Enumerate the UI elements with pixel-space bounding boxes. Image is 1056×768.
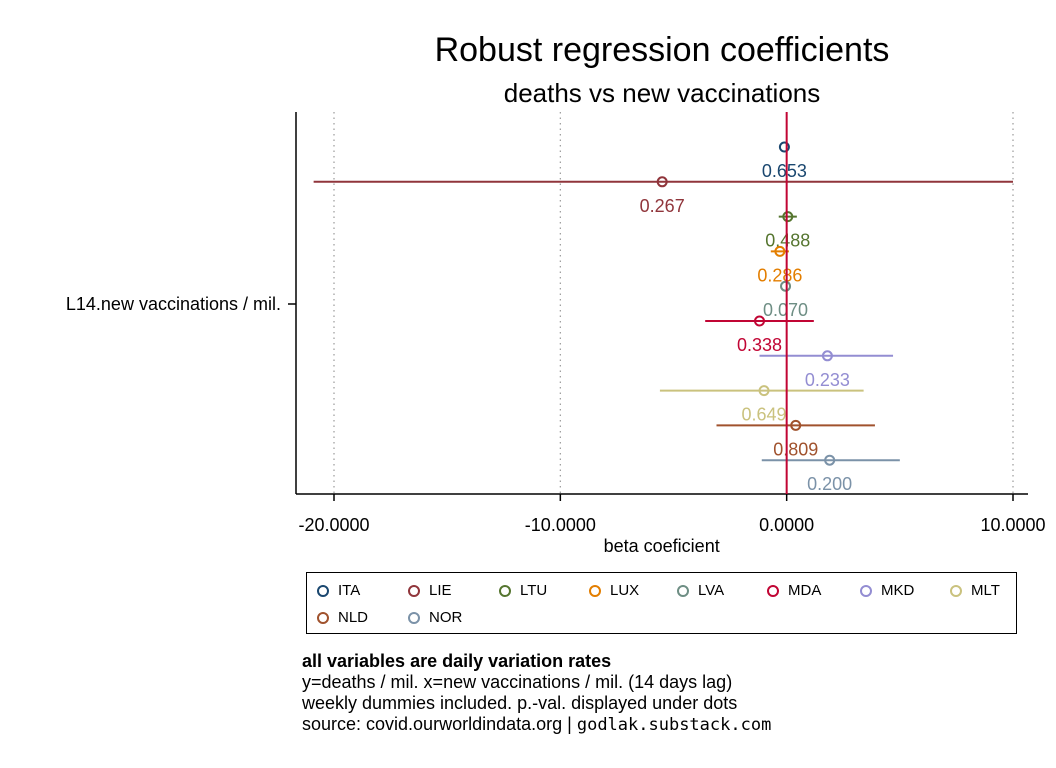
- pval-label-ita: 0.653: [762, 161, 807, 181]
- legend-marker: [317, 612, 329, 624]
- legend-item-lva: LVA: [677, 582, 724, 600]
- x-tick-label-1: -10.0000: [525, 515, 596, 535]
- legend-item-ita: ITA: [317, 582, 360, 600]
- legend-marker: [767, 585, 779, 597]
- point-mda: [754, 315, 766, 327]
- legend-marker: [408, 612, 420, 624]
- chart-title: Robust regression coefficients: [434, 31, 890, 69]
- legend-item-mkd: MKD: [860, 582, 914, 600]
- pval-label-mda: 0.338: [737, 335, 782, 355]
- point-ltu: [782, 211, 794, 223]
- pval-label-mkd: 0.233: [805, 370, 850, 390]
- point-nor: [824, 454, 836, 466]
- legend-marker: [408, 585, 420, 597]
- note-line-2: y=deaths / mil. x=new vaccinations / mil…: [302, 672, 733, 692]
- legend-label: LTU: [520, 582, 548, 599]
- pval-label-ltu: 0.488: [765, 231, 810, 251]
- legend-label: MLT: [971, 582, 1000, 599]
- legend-label: LUX: [610, 582, 640, 599]
- point-lux: [774, 245, 786, 257]
- pval-label-nor: 0.200: [807, 474, 852, 494]
- point-lie: [656, 176, 668, 188]
- y-tick-label: L14.new vaccinations / mil.: [66, 294, 281, 314]
- legend-label: LIE: [429, 582, 452, 599]
- legend-marker: [317, 585, 329, 597]
- legend-item-lux: LUX: [589, 582, 639, 600]
- pval-label-lux: 0.286: [757, 265, 802, 285]
- source-url: godlak.substack.com: [576, 715, 772, 735]
- legend-item-lie: LIE: [408, 582, 452, 600]
- legend-item-nor: NOR: [408, 609, 462, 627]
- pval-label-lie: 0.267: [640, 196, 685, 216]
- legend-marker: [860, 585, 872, 597]
- legend-item-ltu: LTU: [499, 582, 547, 600]
- note-line-3: weekly dummies included. p.-val. display…: [302, 693, 738, 713]
- x-tick-label-3: 10.0000: [980, 515, 1045, 535]
- x-tick-label-2: 0.0000: [759, 515, 814, 535]
- point-mkd: [821, 350, 833, 362]
- note-line-4: source: covid.ourworldindata.org | godla…: [302, 714, 771, 736]
- point-lva: [780, 280, 792, 292]
- x-axis-title: beta coeficient: [604, 536, 720, 556]
- legend-label: NOR: [429, 609, 463, 626]
- note-line-1: all variables are daily variation rates: [302, 651, 612, 671]
- pval-label-nld: 0.809: [773, 439, 818, 459]
- pval-label-lva: 0.070: [763, 300, 808, 320]
- x-tick-label-0: -20.0000: [298, 515, 369, 535]
- legend-label: LVA: [698, 582, 725, 599]
- legend-label: NLD: [338, 609, 369, 626]
- point-ita: [778, 141, 790, 153]
- legend-marker: [499, 585, 511, 597]
- legend-marker: [589, 585, 601, 597]
- point-nld: [790, 419, 802, 431]
- legend-label: MKD: [881, 582, 915, 599]
- chart-subtitle: deaths vs new vaccinations: [503, 78, 821, 108]
- legend-label: MDA: [788, 582, 822, 599]
- legend-label: ITA: [338, 582, 361, 599]
- legend-marker: [950, 585, 962, 597]
- source-text: source: covid.ourworldindata.org |: [302, 714, 572, 734]
- legend-item-mlt: MLT: [950, 582, 1000, 600]
- legend: ITA LIE LTU LUX LVA MDA MKD MLT NLD NOR: [306, 572, 1017, 634]
- legend-item-nld: NLD: [317, 609, 368, 627]
- pval-label-mlt: 0.649: [742, 405, 787, 425]
- legend-marker: [677, 585, 689, 597]
- chart-notes: all variables are daily variation rates …: [302, 651, 771, 736]
- point-mlt: [758, 385, 770, 397]
- legend-item-mda: MDA: [767, 582, 821, 600]
